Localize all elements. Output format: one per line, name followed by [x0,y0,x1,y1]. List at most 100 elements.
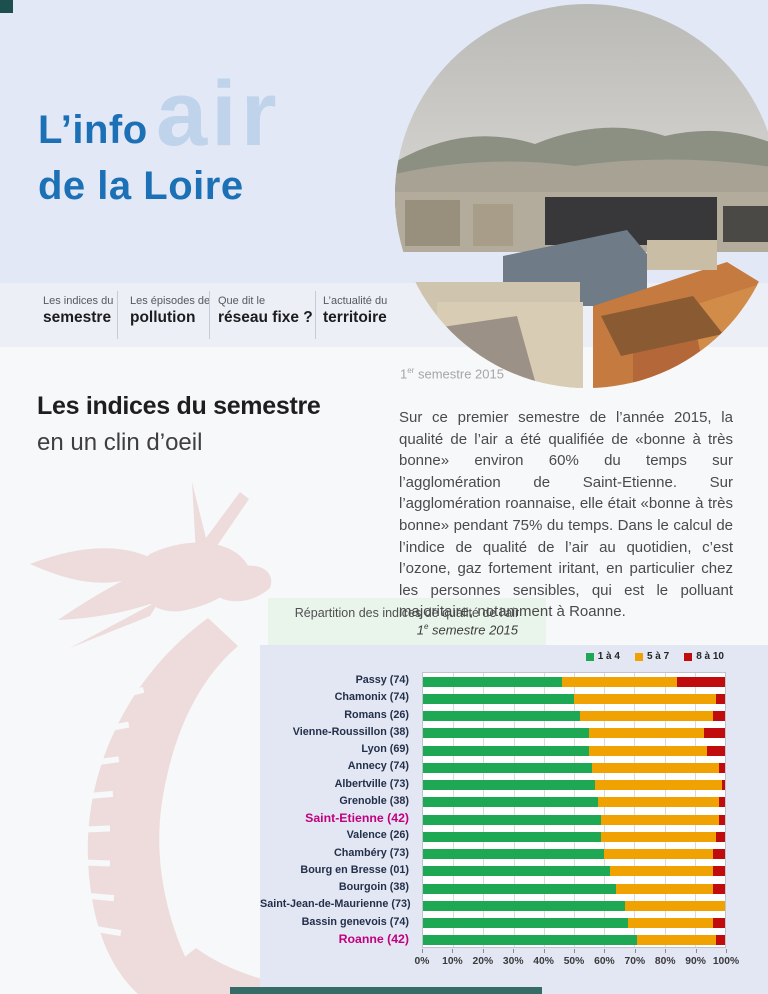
stacked-bar [423,780,725,790]
nav-item-territoire[interactable]: L’actualité du territoire [323,295,387,327]
headline-regular: en un clin d’oeil [37,429,203,456]
nav-divider [209,291,210,339]
x-tick [543,949,545,953]
x-tick [665,949,667,953]
category-label: Roanne (42) [338,931,409,946]
bar-row [423,897,725,914]
bar-segment [721,780,725,790]
x-tick [422,949,423,953]
x-tick-label: 20% [472,956,494,967]
bar-segment [423,814,602,825]
bar-row [423,915,725,932]
chart-x-axis: 0% 10% 20% 30% 40% 50% 60% 70% 80% 90% 100% [415,949,739,973]
bar-segment [625,900,725,911]
x-tick [695,949,697,953]
bar-row [423,880,725,897]
category-label: Albertville (73) [334,777,409,790]
bar-segment [423,728,590,739]
bar-row [423,690,725,707]
nav-item-indices[interactable]: Les indices du semestre [43,295,113,327]
issue-rest: semestre 2015 [414,366,504,382]
intro-paragraph: Sur ce premier semestre de l’année 2015,… [399,409,733,621]
bar-segment [628,918,713,928]
legend-item: 8 à 10 [684,651,724,662]
bar-segment [598,797,719,808]
nav-divider [117,291,118,339]
x-tick-label: 0% [414,956,430,967]
gridline [664,673,666,947]
bar-segment [601,814,719,825]
category-label: Vienne-Roussillon (38) [292,725,409,738]
bar-segment [423,883,617,894]
stacked-bar [423,935,725,946]
chart-row-labels: Passy (74) Chamonix (74) Romans (26) Vienne… [260,672,416,948]
bar-segment [423,711,581,721]
category-label: Grenoble (38) [339,794,409,807]
legend-item: 5 à 7 [634,651,669,662]
chart-panel: 1 à 4 5 à 7 8 à 10 Passy (74) Chamonix (74)… [260,645,768,994]
bar-segment [423,745,590,756]
gridline [634,673,636,947]
legend-label: 8 à 10 [696,651,724,662]
bar-segment [712,918,725,928]
chart-title-line2: 1e semestre 2015 [268,622,546,637]
chart-title-num: 1 [416,622,424,638]
headline-bold: Les indices du semestre [37,392,321,420]
nav-item-pollution[interactable]: Les épisodes de pollution [130,295,210,327]
category-label: Chambéry (73) [333,846,409,859]
nav-item-top: L’actualité du [323,295,388,307]
gridline [694,673,696,947]
stacked-bar [423,762,725,773]
x-tick-label: 40% [533,956,554,967]
bar-segment [423,831,602,842]
x-tick-label: 80% [654,956,676,967]
bar-segment [423,918,629,928]
gridline [574,673,575,947]
x-tick [604,949,606,953]
bar-segment [423,849,605,859]
legend-label: 1 à 4 [597,651,620,662]
bar-segment [637,935,716,946]
stacked-bar [423,831,725,842]
stacked-bar [423,900,725,911]
category-label: Bassin genevois (74) [301,915,409,928]
chart-title-box: Répartition des indices de qualité de l’… [268,598,546,645]
bar-segment [718,762,725,773]
x-tick [482,949,484,953]
bar-segment [580,711,713,721]
bar-segment [616,883,713,894]
nav-item-label: territoire [323,309,387,326]
legend-swatch [684,652,693,661]
stacked-bar [423,728,725,739]
bar-row [423,742,725,759]
bar-segment [601,831,716,842]
bar-segment [712,866,725,877]
legend-swatch [634,652,643,661]
category-label: Bourg en Bresse (01) [300,863,409,876]
bar-row [423,828,725,845]
bar-segment [610,866,713,877]
category-label: Valence (26) [346,829,409,842]
stacked-bar [423,797,725,808]
chamois-watermark [30,482,345,994]
nav-item-reseau[interactable]: Que dit le réseau fixe ? [218,295,313,327]
stacked-bar [423,849,725,859]
bar-segment [715,693,725,704]
bar-segment [718,814,725,825]
chart-title-line1: Répartition des indices de qualité de l’… [294,606,520,620]
bar-row [423,725,725,742]
stacked-bar [423,676,725,687]
gridline [453,673,455,947]
stacked-bar [423,866,725,877]
nav-item-label: pollution [130,309,196,326]
x-tick [574,949,575,953]
category-label: Passy (74) [355,674,409,686]
category-label: Chamonix (74) [334,691,409,704]
bar-segment [423,780,596,790]
bar-row [423,932,725,949]
gridline [483,673,485,947]
category-label: Saint-Etienne (42) [305,811,409,825]
nav-item-top: Les épisodes de [130,295,211,307]
gridline [513,673,515,947]
gridline [543,673,545,947]
